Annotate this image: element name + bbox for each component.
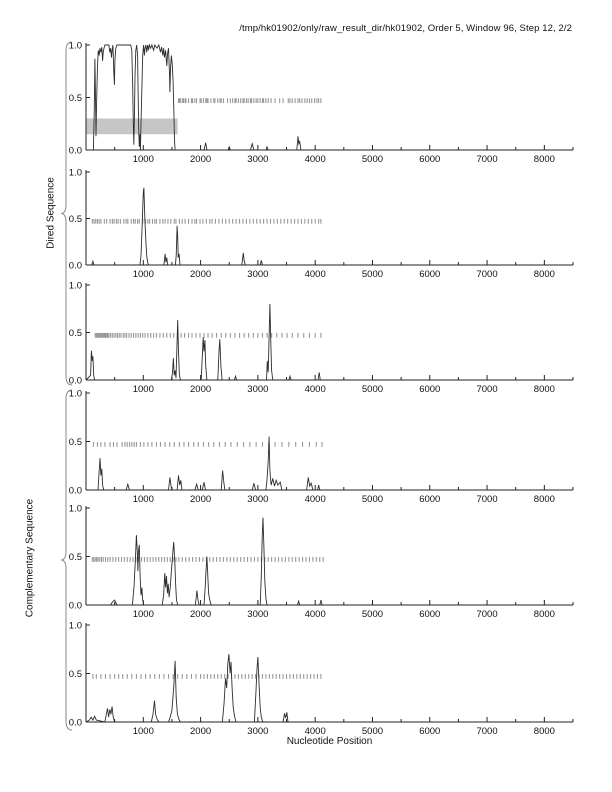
y-tick-label: 0.5 (69, 328, 82, 339)
x-tick-label: 7000 (476, 609, 497, 620)
x-tick-label: 8000 (534, 494, 555, 505)
x-tick-label: 4000 (305, 726, 326, 737)
y-tick-label: 0.0 (69, 486, 82, 497)
x-tick-label: 1000 (133, 494, 154, 505)
y-tick-label: 0.0 (69, 261, 82, 272)
y-tick-label: 1.0 (69, 389, 82, 400)
y-tick-label: 0.5 (69, 437, 82, 448)
x-tick-label: 4000 (305, 154, 326, 165)
x-tick-label: 4000 (305, 494, 326, 505)
panel-axes (85, 170, 574, 266)
y-tick-label: 1.0 (69, 281, 82, 292)
x-tick-label: 3000 (247, 154, 268, 165)
probability-curve (85, 654, 573, 723)
probability-curve (86, 436, 573, 491)
x-tick-label: 1000 (133, 384, 154, 395)
panel-direct-3: 0.0 0.5 1.0 1000 2000 3000 4000 5000 6000 7000 800… (69, 281, 574, 395)
x-tick-label: 7000 (476, 384, 497, 395)
y-tick-label: 0.5 (69, 669, 82, 680)
orf-marks-row (92, 442, 323, 447)
x-tick-label: 6000 (419, 269, 440, 280)
highlight-box (86, 118, 178, 135)
y-tick-label: 0.5 (69, 214, 82, 225)
x-tick-label: 2000 (190, 154, 211, 165)
x-tick-label: 5000 (362, 269, 383, 280)
orf-marks-row (91, 557, 324, 562)
panel-complementary-1: 0.0 0.5 1.0 1000 2000 3000 4000 5000 6000 7000 800… (69, 389, 574, 505)
y-tick-label: 1.0 (69, 504, 82, 515)
y-tick-label: 0.0 (69, 146, 82, 157)
x-tick-label: 6000 (419, 384, 440, 395)
x-tick-label: 6000 (419, 494, 440, 505)
orf-marks-row (92, 674, 322, 679)
x-tick-label: 8000 (534, 726, 555, 737)
x-tick-label: 6000 (419, 726, 440, 737)
x-tick-label: 7000 (476, 269, 497, 280)
panel-direct-2: 0.0 0.5 1.0 1000 2000 3000 4000 5000 6000 7000 800… (69, 168, 574, 280)
probability-curve (86, 43, 573, 151)
x-tick-label: 5000 (362, 384, 383, 395)
x-tick-label: 7000 (476, 726, 497, 737)
y-tick-label: 0.0 (69, 601, 82, 612)
plot-title: /tmp/hk01902/only/raw_result_dir/hk01902… (239, 23, 572, 34)
y-tick-label: 1.0 (69, 621, 82, 632)
x-tick-label: 2000 (190, 494, 211, 505)
x-tick-label: 5000 (362, 494, 383, 505)
panel-direct-1: 0.0 0.5 1.0 1000 2000 3000 4000 5000 6000 7000 800… (69, 41, 574, 165)
x-tick-label: 5000 (362, 726, 383, 737)
orf-marks-row (94, 332, 322, 338)
x-tick-label: 3000 (247, 269, 268, 280)
x-tick-label: 8000 (534, 269, 555, 280)
x-tick-label: 1000 (133, 269, 154, 280)
x-tick-label: 1000 (133, 609, 154, 620)
panel-axes (85, 506, 574, 606)
direct-sequence-group-label: Dired Sequence (45, 177, 57, 249)
x-tick-label: 8000 (534, 384, 555, 395)
x-tick-label: 2000 (190, 384, 211, 395)
x-tick-label: 6000 (419, 154, 440, 165)
probability-curve (85, 303, 573, 381)
complementary-sequence-group-label: Complementary Sequence (24, 498, 36, 618)
x-tick-label: 3000 (247, 494, 268, 505)
panel-axes (85, 623, 574, 723)
panel-axes (85, 391, 574, 491)
x-tick-label: 1000 (133, 726, 154, 737)
direct-sequence-brace (60, 41, 73, 386)
x-tick-label: 1000 (133, 154, 154, 165)
probability-curve (86, 517, 573, 606)
x-tick-label: 5000 (362, 154, 383, 165)
x-tick-label: 2000 (190, 726, 211, 737)
y-tick-label: 0.5 (69, 93, 82, 104)
x-tick-label: 4000 (305, 384, 326, 395)
x-tick-label: 2000 (190, 609, 211, 620)
probability-curve (86, 187, 573, 266)
x-tick-label: 5000 (362, 609, 383, 620)
x-tick-label: 8000 (534, 154, 555, 165)
x-tick-label: 3000 (247, 609, 268, 620)
panel-axes (85, 43, 574, 151)
y-tick-label: 1.0 (69, 168, 82, 179)
panel-axes (85, 283, 574, 381)
x-tick-label: 8000 (534, 609, 555, 620)
y-tick-label: 0.5 (69, 552, 82, 563)
y-tick-label: 0.0 (69, 376, 82, 387)
y-tick-label: 0.0 (69, 718, 82, 729)
x-tick-label: 3000 (247, 384, 268, 395)
panel-complementary-3: 0.0 0.5 1.0 1000 2000 3000 4000 5000 6000 7000 800… (69, 621, 574, 737)
x-axis-label: Nucleotide Position (286, 736, 373, 747)
orf-marks-row (91, 218, 322, 224)
x-tick-label: 2000 (190, 269, 211, 280)
y-tick-label: 1.0 (69, 41, 82, 52)
x-tick-label: 7000 (476, 494, 497, 505)
x-tick-label: 4000 (305, 269, 326, 280)
orf-marks-row (177, 98, 322, 104)
x-tick-label: 3000 (247, 726, 268, 737)
x-tick-label: 7000 (476, 154, 497, 165)
complementary-sequence-brace (60, 389, 73, 731)
x-tick-label: 4000 (305, 609, 326, 620)
panel-complementary-2: 0.0 0.5 1.0 1000 2000 3000 4000 5000 6000 7000 800… (69, 504, 574, 620)
x-tick-label: 6000 (419, 609, 440, 620)
